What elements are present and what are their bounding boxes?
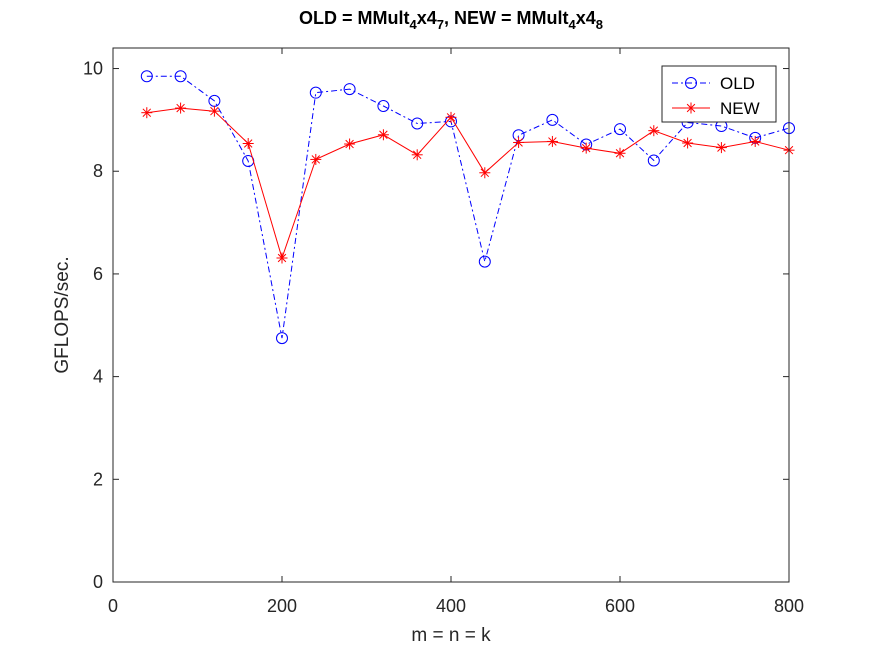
title-part: x4	[576, 8, 596, 28]
x-axis-label: m = n = k	[411, 625, 491, 646]
asterisk-stroke	[412, 150, 422, 160]
data-point-new	[141, 107, 153, 119]
asterisk-stroke	[480, 168, 490, 178]
data-point-new	[648, 125, 660, 137]
title-part: 8	[596, 17, 603, 32]
data-point-old	[377, 100, 390, 113]
axes-layer: 0 200 400 600 800 0 2 4 6 8 10	[83, 47, 804, 616]
asterisk-stroke	[649, 126, 659, 135]
data-point-new	[276, 252, 288, 264]
asterisk-stroke	[176, 103, 185, 113]
data-point-new	[445, 111, 457, 123]
data-point-new	[749, 135, 761, 147]
data-point-new	[310, 153, 322, 165]
data-point-new	[377, 129, 389, 141]
y-axis-label: GFLOPS/sec.	[52, 256, 73, 373]
asterisk-stroke	[210, 106, 219, 116]
legend-marker-new	[685, 102, 697, 114]
y-tick-label: 2	[93, 469, 103, 489]
y-tick-label: 6	[93, 264, 103, 284]
asterisk-stroke	[345, 139, 354, 149]
title-part: 7	[437, 17, 444, 32]
asterisk-stroke	[311, 155, 321, 164]
data-point-new	[411, 149, 423, 161]
series-line-new	[146, 107, 790, 260]
data-point-new	[208, 105, 220, 117]
data-point-old	[411, 117, 424, 130]
plot-area	[113, 48, 789, 582]
data-point-old	[174, 70, 187, 83]
data-point-old	[614, 123, 626, 136]
data-point-old	[546, 113, 559, 126]
y-tick-label: 8	[93, 161, 103, 181]
data-point-old	[140, 70, 153, 83]
asterisk-stroke	[142, 108, 152, 117]
title-part: 4	[569, 17, 577, 32]
data-point-new	[479, 167, 491, 179]
data-point-new	[175, 102, 187, 114]
data-point-new	[242, 138, 254, 150]
asterisk-stroke	[548, 137, 557, 146]
chart-title: OLD = MMult4x47, NEW = MMult4x48	[299, 8, 603, 32]
y-tick-label: 10	[83, 59, 103, 79]
data-point-old	[343, 83, 356, 96]
y-tick-label: 0	[93, 572, 103, 592]
legend-label-old: OLD	[720, 74, 755, 93]
data-point-old	[309, 86, 322, 99]
data-point-old	[478, 255, 491, 268]
asterisk-stroke	[379, 130, 388, 140]
asterisk-stroke	[446, 113, 456, 122]
title-part: x4	[417, 8, 437, 28]
data-point-new	[580, 142, 592, 154]
y-tick-label: 4	[93, 367, 103, 387]
title-part: OLD = MMult	[299, 8, 410, 28]
asterisk-stroke	[514, 138, 523, 147]
data-point-new	[614, 147, 626, 159]
data-point-new	[715, 142, 727, 154]
legend: OLD NEW	[661, 65, 777, 123]
data-point-new	[682, 137, 694, 149]
x-tick-label: 400	[436, 596, 466, 616]
data-point-new	[546, 135, 558, 147]
title-part: 4	[410, 17, 418, 32]
asterisk-stroke	[683, 138, 692, 148]
series-line-old	[146, 75, 790, 339]
x-tick-label: 200	[267, 596, 297, 616]
asterisk-stroke	[615, 149, 625, 158]
asterisk-stroke	[243, 139, 253, 148]
x-tick-label: 600	[605, 596, 635, 616]
legend-marker-old	[685, 77, 697, 89]
x-tick-label: 800	[774, 596, 804, 616]
asterisk-stroke	[277, 253, 287, 263]
asterisk-stroke	[581, 143, 591, 153]
data-point-new	[344, 138, 356, 150]
data-point-old	[276, 332, 288, 345]
legend-label-new: NEW	[720, 99, 760, 118]
asterisk-stroke	[717, 143, 726, 152]
data-point-new	[513, 136, 525, 148]
asterisk-stroke	[686, 103, 696, 113]
title-part: , NEW = MMult	[444, 8, 569, 28]
data-point-old	[647, 154, 660, 167]
asterisk-stroke	[750, 137, 760, 146]
x-tick-label: 0	[108, 596, 118, 616]
legend-box	[661, 65, 777, 123]
series-layer	[140, 70, 795, 345]
